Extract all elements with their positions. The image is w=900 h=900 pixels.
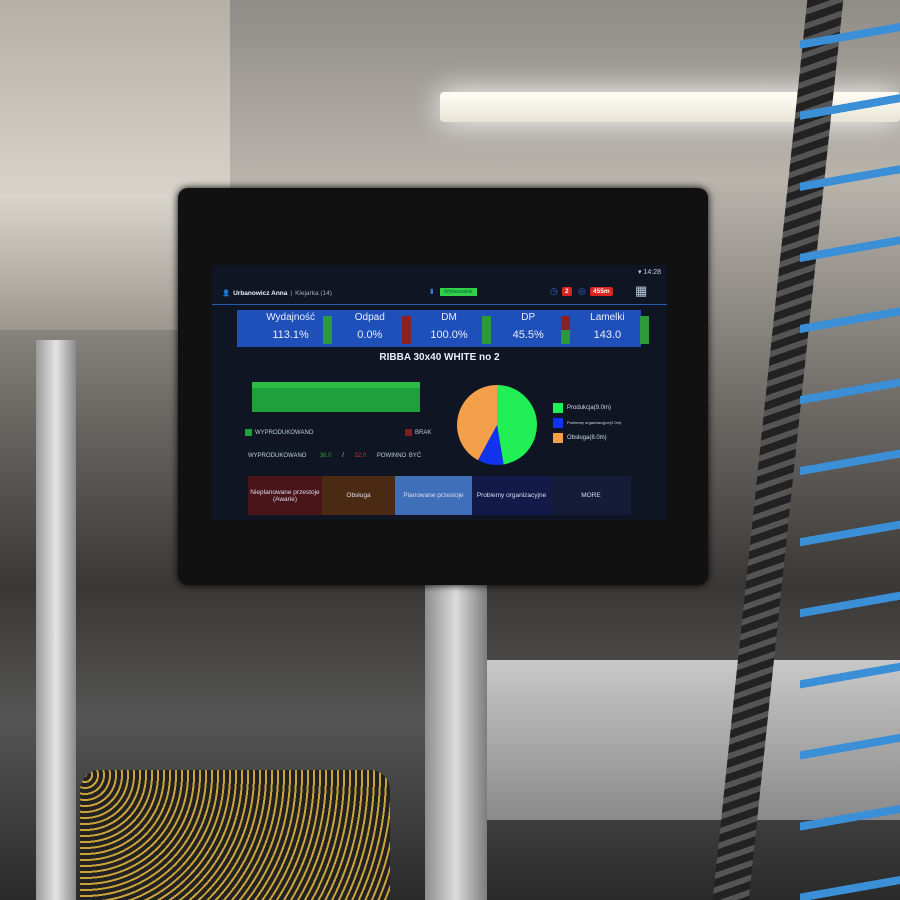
pie-legend-item: Problemy organizacyjne(2.0m) xyxy=(553,415,621,430)
clock-time: 14:28 xyxy=(643,269,661,276)
kpi-label: Wydajność xyxy=(266,312,316,323)
pie-slice-1 xyxy=(477,425,504,465)
pie-legend: Produkcja(9.0m) Problemy organizacyjne(2.… xyxy=(553,400,621,445)
timer-badge[interactable]: 455m xyxy=(590,287,613,296)
time-pie-chart xyxy=(457,385,537,465)
status-bar: ▾ 14:28 xyxy=(212,265,667,279)
kpi-indicator xyxy=(560,316,570,344)
kpi-4: Lamelki 143.0 xyxy=(574,310,650,347)
aluminum-post xyxy=(425,580,487,900)
station-name: Klejarka (14) xyxy=(295,289,332,297)
app-header: 👤 Urbanowicz Anna | Klejarka (14) ▮ Wytw… xyxy=(212,279,667,305)
legend-produced: WYPRODUKOWANO xyxy=(245,429,313,436)
action-button-2[interactable]: Planowane przestoje xyxy=(395,476,472,515)
target-label: POWINNO BYĆ xyxy=(376,453,422,459)
legend-label: Obsługa(8.0m) xyxy=(567,434,607,441)
user-icon: 👤 xyxy=(222,290,231,297)
chart-icon[interactable]: ▮ xyxy=(430,288,434,295)
kpi-value: 45.5% xyxy=(512,329,544,341)
produced-value: 36.0 xyxy=(319,453,332,459)
action-button-0[interactable]: Nieplanowane przestoje (Awarie) xyxy=(248,476,322,515)
kpi-label: Lamelki xyxy=(590,312,625,323)
clock-icon[interactable]: ◷ xyxy=(550,286,558,296)
kpi-1: Odpad 0.0% xyxy=(336,310,412,347)
aluminum-post xyxy=(36,340,76,900)
kpi-label: Odpad xyxy=(354,312,385,323)
kpi-value: 100.0% xyxy=(430,329,468,341)
pie-legend-item: Obsługa(8.0m) xyxy=(553,430,621,445)
kpi-indicator xyxy=(323,316,333,344)
pie-legend-item: Produkcja(9.0m) xyxy=(553,400,621,415)
product-title: RIBBA 30x40 WHITE no 2 xyxy=(379,352,500,363)
action-button-4[interactable]: MORE xyxy=(551,476,631,515)
kpi-label: DM xyxy=(441,312,457,323)
wifi-icon: ▾ xyxy=(638,269,644,276)
legend-missing: BRAK xyxy=(405,429,431,436)
pie-slice-0 xyxy=(497,385,537,465)
kpi-indicator xyxy=(481,316,491,344)
legend-swatch xyxy=(553,402,563,413)
air-hose xyxy=(800,0,900,900)
produced-label: WYPRODUKOWANO xyxy=(248,453,307,459)
alerts-badge[interactable]: 2 xyxy=(562,287,572,296)
pie-slice-2 xyxy=(457,385,497,461)
kpi-0: Wydajność 113.1% xyxy=(257,310,333,347)
kpi-bar: Wydajność 113.1% Odpad 0.0% DM 100.0% DP 45.5% L… xyxy=(237,310,650,347)
produced-bar xyxy=(252,382,420,412)
legend-label: Produkcja(9.0m) xyxy=(567,404,612,411)
legend-label: BRAK xyxy=(415,430,432,437)
target-icon[interactable]: ◎ xyxy=(578,286,586,296)
kpi-value: 113.1% xyxy=(272,329,309,341)
kpi-label: DP xyxy=(521,312,536,323)
machine-grille xyxy=(80,770,390,900)
tablet-screen: ▾ 14:28 👤 Urbanowicz Anna | Klejarka (14… xyxy=(212,265,667,520)
kpi-3: DP 45.5% xyxy=(495,310,570,347)
legend-swatch xyxy=(553,417,563,428)
kpi-value: 0.0% xyxy=(357,329,383,341)
target-value: 32.0 xyxy=(354,453,367,459)
user-info[interactable]: 👤 Urbanowicz Anna | Klejarka (14) xyxy=(222,289,332,298)
kpi-value: 143.0 xyxy=(593,329,622,341)
legend-swatch xyxy=(405,429,412,436)
legend-label: WYPRODUKOWANO xyxy=(255,430,314,437)
legend-swatch xyxy=(245,429,252,436)
kpi-2: DM 100.0% xyxy=(415,310,491,347)
separator: / xyxy=(342,453,344,459)
kpi-indicator xyxy=(640,316,650,344)
legend-swatch xyxy=(553,432,563,443)
action-button-1[interactable]: Obsługa xyxy=(322,476,395,515)
user-name: Urbanowicz Anna xyxy=(233,289,288,297)
mode-badge[interactable]: Wytwarzanie xyxy=(440,288,477,296)
production-summary: WYPRODUKOWANO 36.0 / 32.0 POWINNO BYĆ xyxy=(248,453,421,459)
legend-label: Problemy organizacyjne(2.0m) xyxy=(567,420,622,425)
grid-menu-icon[interactable]: ▦ xyxy=(635,283,648,298)
kpi-indicator xyxy=(402,316,412,344)
action-button-3[interactable]: Problemy organizacyjne xyxy=(472,476,551,515)
